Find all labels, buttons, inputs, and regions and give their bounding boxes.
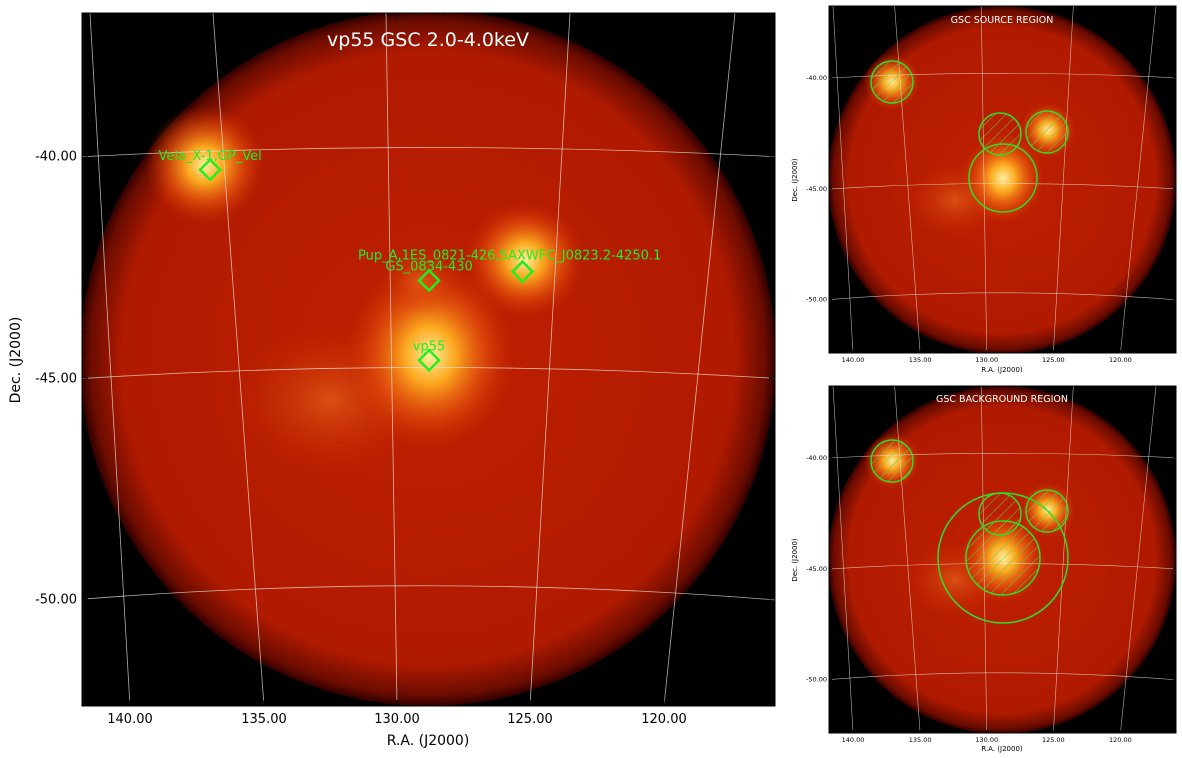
main-x-tick-label: 125.00 [507, 712, 553, 727]
main-blob-pupa [465, 202, 585, 318]
main-x-tick-label: 140.00 [107, 712, 153, 727]
background-y-tick-label: -50.00 [806, 676, 827, 684]
main-dec-grid-line [82, 367, 775, 379]
source-y-tick-label: -45.00 [806, 185, 827, 193]
background-x-tick-label: 135.00 [909, 736, 932, 744]
source-dec-grid-line [829, 292, 1176, 301]
main-ra-grid-line [89, 13, 131, 706]
background-region-panel: 140.00 135.00 130.00 125.00 120.00 -40.00 -45.… [791, 379, 1182, 753]
source-x-tick-label: 140.00 [842, 356, 865, 364]
background-xlabel: R.A. (J2000) [981, 745, 1023, 753]
background-ra-grid-line [1120, 386, 1157, 733]
background-x-tick-label: 125.00 [1042, 736, 1065, 744]
source-marker [510, 259, 535, 284]
background-y-tick-label: -45.00 [806, 565, 827, 573]
source-title: GSC SOURCE REGION [951, 15, 1054, 26]
main-ylabel: Dec. (J2000) [8, 317, 24, 404]
source-x-tick-label: 130.00 [975, 356, 998, 364]
main-plot-frame [81, 12, 776, 707]
main-ra-grid-line [529, 13, 571, 706]
background-x-tick-label: 130.00 [975, 736, 998, 744]
source-exclusion-circle-pupa [1025, 110, 1069, 154]
source-x-tick-label: 125.00 [1042, 356, 1065, 364]
background-ra-grid-line [1053, 386, 1074, 733]
main-ra-grid-line [212, 13, 265, 706]
main-x-tick-label: 130.00 [374, 712, 420, 727]
main-ra-grid-line [385, 13, 398, 706]
main-y-tick-label: -50.00 [35, 593, 77, 608]
main-xlabel: R.A. (J2000) [387, 733, 470, 749]
source-y-tick-label: -40.00 [806, 74, 827, 82]
background-x-tick-label: 120.00 [1109, 736, 1132, 744]
background-ticks: 140.00 135.00 130.00 125.00 120.00 -40.00 -45.… [806, 386, 1176, 744]
source-x-tick-label: 135.00 [909, 356, 932, 364]
source-marker [417, 268, 441, 293]
background-plot-frame [828, 385, 1177, 734]
background-dec-grid-line [818, 379, 1182, 384]
main-x-tick-label: 120.00 [641, 712, 687, 727]
main-ra-grid-line [663, 13, 736, 706]
source-ra-grid-line [1053, 6, 1074, 353]
main-y-tick-label: -40.00 [35, 150, 77, 165]
source-dec-grid-line [829, 183, 1176, 190]
background-dec-grid-line [829, 672, 1176, 681]
main-blob-vp55 [345, 260, 515, 450]
source-region-panel: 140.00 135.00 130.00 125.00 120.00 -40.00 -45.… [791, 0, 1182, 374]
source-dec-grid-line [818, 0, 1182, 4]
main-panel: 140.00 135.00 130.00 125.00 120.00 -40.00 -45.… [8, 0, 800, 749]
source-dec-grid-line [829, 73, 1176, 79]
main-y-tick-label: -45.00 [35, 372, 77, 387]
source-ylabel: Dec. (J2000) [791, 158, 799, 202]
source-xlabel: R.A. (J2000) [981, 366, 1023, 374]
source-label: Vela_X-1,GP_Vel [158, 149, 261, 164]
source-grid [818, 0, 1182, 353]
source-plot-frame [828, 5, 1177, 354]
main-dec-grid-line [82, 147, 775, 158]
main-dec-grid-line [60, 0, 800, 10]
source-blob-vp55 [961, 132, 1045, 224]
main-markers: Vela_X-1,GP_Vel Pup_A,1ES_0821-426,SAXWFC… [158, 149, 661, 373]
source-label: Pup_A,1ES_0821-426,SAXWFC_J0823.2-4250.1 [358, 249, 661, 264]
main-title: vp55 GSC 2.0-4.0keV [327, 29, 529, 51]
source-ra-grid-line [1120, 6, 1157, 353]
background-y-tick-label: -40.00 [806, 454, 827, 462]
background-annulus-outer [937, 492, 1069, 624]
source-label: vp55 [413, 339, 446, 354]
background-title: GSC BACKGROUND REGION [936, 394, 1068, 405]
main-x-tick-label: 135.00 [241, 712, 287, 727]
source-region-circle [968, 143, 1038, 213]
background-dec-grid-line [829, 453, 1176, 459]
source-marker [198, 158, 222, 182]
source-ticks: 140.00 135.00 130.00 125.00 120.00 -40.00 -45.… [806, 6, 1176, 364]
source-exclusion-circle-vela [870, 60, 914, 104]
source-label: GS_0834-430 [385, 260, 472, 275]
background-ra-grid-line [832, 386, 854, 733]
source-ra-grid-line [832, 6, 854, 353]
background-ylabel: Dec. (J2000) [791, 538, 799, 582]
source-ra-grid-line [980, 6, 988, 353]
main-grid [60, 0, 800, 706]
background-exclusion-circle-vela [870, 439, 914, 483]
source-marker [417, 348, 441, 373]
main-dec-grid-line [82, 585, 775, 601]
background-exclusion-circle-source [965, 520, 1041, 596]
source-y-tick-label: -50.00 [806, 296, 827, 304]
background-x-tick-label: 140.00 [842, 736, 865, 744]
source-x-tick-label: 120.00 [1109, 356, 1132, 364]
main-ticks: 140.00 135.00 130.00 125.00 120.00 -40.00 -45.… [35, 13, 775, 727]
